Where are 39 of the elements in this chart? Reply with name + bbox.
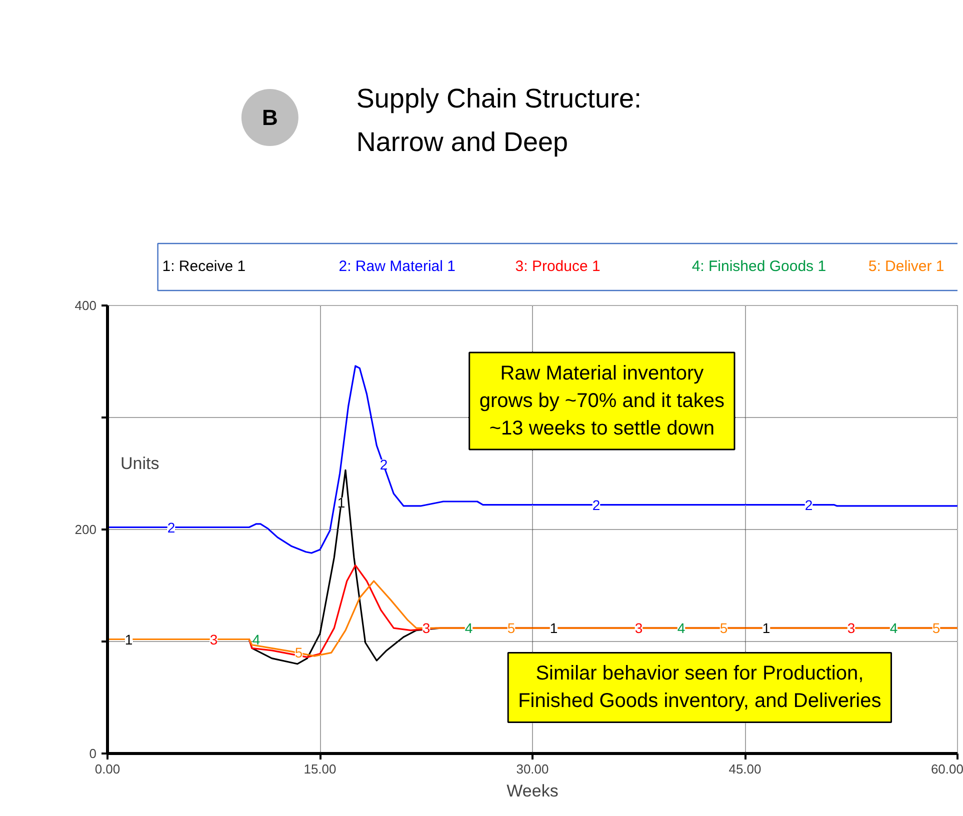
legend-label: 4: Finished Goods 1 [692, 258, 826, 275]
annotation: 4 [677, 620, 686, 636]
annotation: 5 [932, 620, 940, 636]
annotation: 5 [294, 644, 303, 661]
annotation: 3 [634, 620, 643, 636]
x-tick-label: 30.00 [516, 762, 549, 776]
x-axis-title: Weeks [506, 782, 558, 800]
y-tick-label: 400 [74, 298, 97, 313]
annotation: 2 [380, 456, 388, 473]
annotation: 2 [592, 496, 600, 513]
text: 2: Raw Material 1 [338, 258, 456, 275]
annotation: 2 [167, 519, 176, 536]
annotation: Similar behavior seen for Production, Finished Goods inventory, and Deliveries [518, 662, 882, 712]
annotation: 1 [762, 620, 770, 636]
annotation: 4 [252, 631, 260, 648]
x-tick-label: 60.00 [930, 762, 963, 776]
annotation: 3 [210, 631, 218, 648]
x-tick-label: 15.00 [304, 762, 336, 776]
y-axis-title: Units [120, 454, 160, 473]
y-tick-label: 200 [74, 522, 97, 537]
annotation: 2 [804, 496, 813, 513]
chart-subtitle: B [262, 105, 278, 130]
annotation: 1 [124, 631, 133, 648]
x-tick-label: 0.00 [94, 762, 120, 776]
annotation: 3 [847, 620, 856, 636]
annotation: 4 [464, 620, 473, 636]
chart-title: Supply Chain Structure: Narrow and Deep [356, 84, 642, 157]
annotation: 5 [720, 620, 728, 636]
annotation: 5 [507, 620, 516, 636]
annotation: 4 [890, 620, 898, 636]
annotation: 1 [550, 620, 558, 636]
text: 1: Receive 1 [162, 258, 246, 275]
annotation: 3 [422, 620, 430, 636]
text: 5: Deliver 1 [868, 258, 944, 275]
y-tick-label: 0 [89, 746, 97, 761]
text: 3: Produce 1 [515, 258, 600, 275]
x-tick-label: 45.00 [728, 762, 762, 776]
annotation: Raw Material inventory grows by ~70% and it takes ~13 weeks to settle down [479, 362, 724, 440]
annotation: 1 [337, 494, 346, 511]
